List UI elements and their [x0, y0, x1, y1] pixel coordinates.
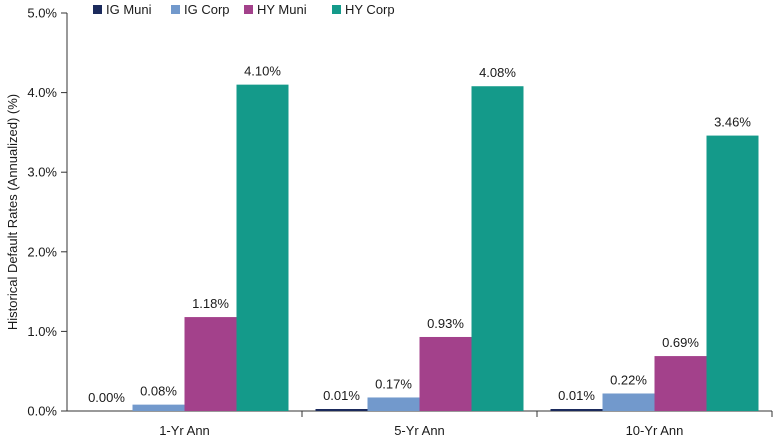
legend-swatch: [244, 5, 253, 14]
bar: [367, 397, 420, 411]
bar: [184, 317, 237, 411]
bar: [654, 356, 707, 411]
bar: [706, 135, 759, 412]
y-tick-label: 4.0%: [27, 85, 57, 100]
y-tick-label: 5.0%: [27, 6, 57, 21]
legend-swatch: [93, 5, 102, 14]
y-tick-label: 1.0%: [27, 324, 57, 339]
bar: [315, 409, 368, 411]
data-label: 0.01%: [558, 388, 595, 403]
y-tick-label: 2.0%: [27, 244, 57, 259]
x-tick-label: 10-Yr Ann: [626, 423, 684, 438]
legend-label: HY Muni: [257, 2, 307, 17]
data-label: 0.00%: [88, 390, 125, 405]
x-tick-label: 5-Yr Ann: [394, 423, 445, 438]
legend-label: IG Muni: [106, 2, 152, 17]
bar: [550, 409, 603, 411]
y-axis-label: Historical Default Rates (Annualized) (%…: [5, 94, 20, 330]
data-label: 0.01%: [323, 388, 360, 403]
bar: [602, 393, 655, 411]
bar: [419, 336, 472, 411]
legend-swatch: [332, 5, 341, 14]
data-label: 1.18%: [192, 296, 229, 311]
legend-swatch: [171, 5, 180, 14]
data-label: 4.08%: [479, 65, 516, 80]
y-tick-label: 0.0%: [27, 404, 57, 419]
data-label: 0.22%: [610, 372, 647, 387]
bar: [132, 404, 185, 411]
data-label: 0.93%: [427, 316, 464, 331]
x-tick-label: 1-Yr Ann: [159, 423, 210, 438]
legend-label: HY Corp: [345, 2, 395, 17]
data-label: 0.17%: [375, 376, 412, 391]
data-label: 0.08%: [140, 384, 177, 399]
y-tick-label: 3.0%: [27, 165, 57, 180]
legend-label: IG Corp: [184, 2, 230, 17]
bar: [471, 86, 524, 412]
data-label: 4.10%: [244, 64, 281, 79]
data-label: 0.69%: [662, 335, 699, 350]
data-label: 3.46%: [714, 115, 751, 130]
bar: [236, 84, 289, 411]
